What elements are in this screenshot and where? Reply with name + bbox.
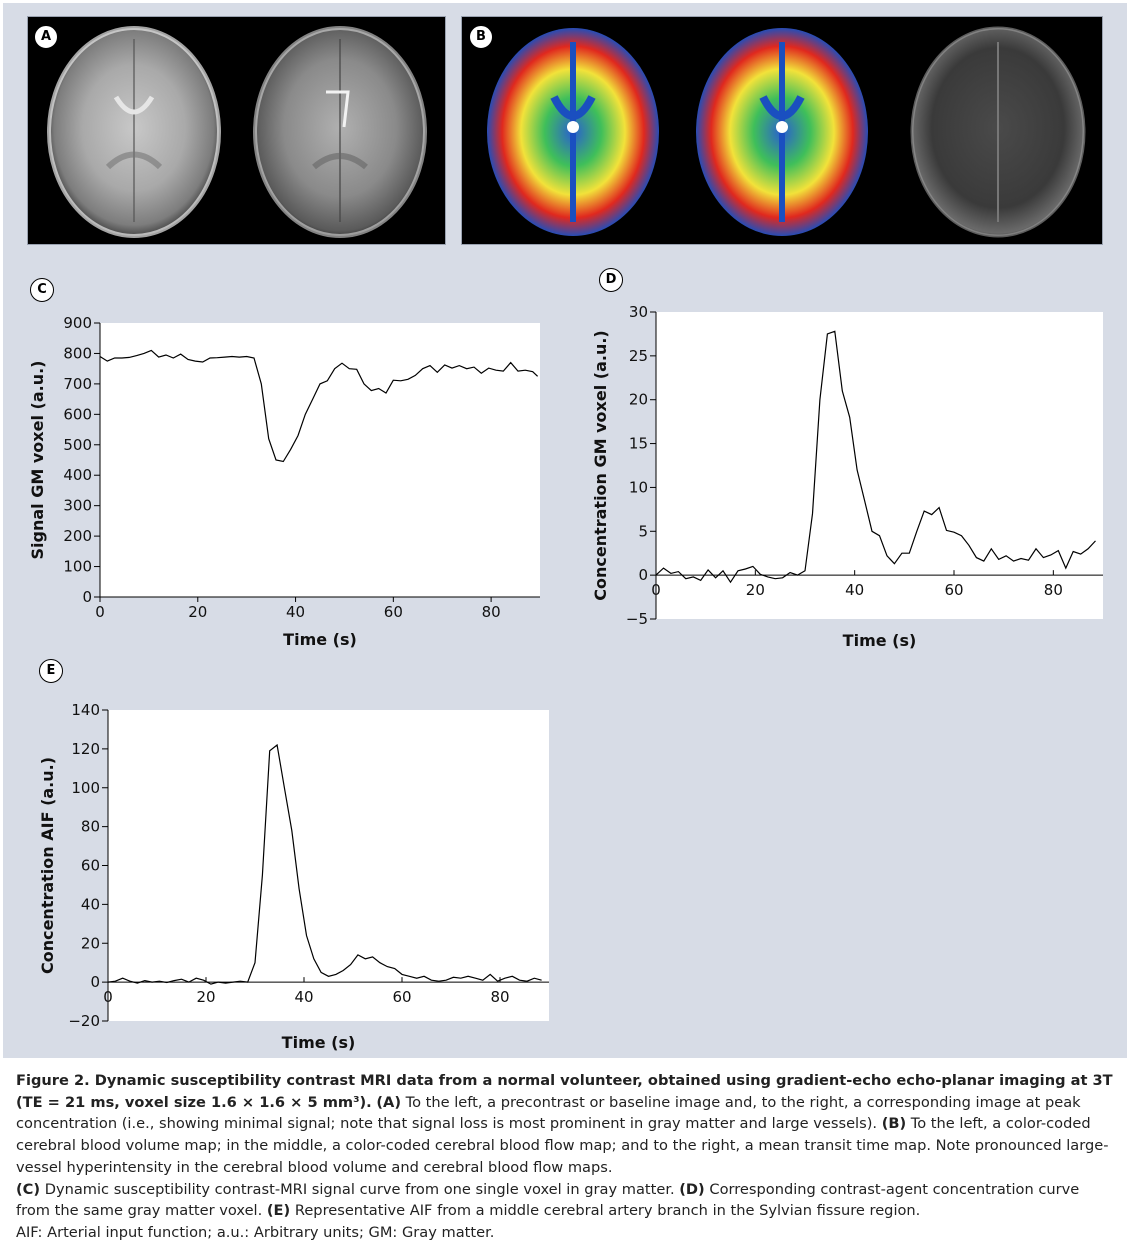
caption-a-text: To the left, a precontrast or baseline i… [16, 1093, 1081, 1133]
y-axis-title: Signal GM voxel (a.u.) [28, 361, 47, 560]
y-tick-label: 20 [81, 934, 100, 952]
y-tick-label: −20 [68, 1012, 100, 1030]
caption-c-text: Dynamic susceptibility contrast-MRI sign… [44, 1180, 675, 1198]
x-axis-title: Time (s) [282, 1033, 356, 1052]
caption-e-label: (E) [266, 1202, 291, 1220]
y-tick-label: 0 [82, 588, 92, 606]
series-line-e [107, 743, 542, 985]
y-tick-label: 25 [629, 347, 648, 365]
y-tick-label: −5 [626, 610, 648, 628]
x-tick-label: 0 [651, 581, 661, 599]
y-tick-label: 100 [71, 779, 100, 797]
x-axis-title: Time (s) [283, 630, 357, 649]
y-axis-title: Concentration GM voxel (a.u.) [591, 330, 610, 601]
y-tick-label: 30 [629, 303, 648, 321]
x-tick-label: 20 [746, 581, 765, 599]
y-tick-label: 40 [81, 895, 100, 913]
y-tick-label: 20 [629, 391, 648, 409]
plot-area-e [108, 710, 549, 1021]
caption-b-label: (B) [881, 1115, 907, 1133]
chart-c: 0 100 200 300 400 500 600 700 800 900 0 20 40 60 80 Tim… [28, 314, 540, 649]
y-tick-label: 10 [629, 478, 648, 496]
panel-b-images [461, 16, 1103, 245]
series-line-d [655, 330, 1096, 584]
x-tick-label: 0 [103, 988, 113, 1006]
y-tick-label: 0 [638, 566, 648, 584]
y-tick-label: 120 [71, 740, 100, 758]
figure-caption: Figure 2. Dynamic susceptibility contras… [16, 1070, 1116, 1244]
y-tick-label: 140 [71, 701, 100, 719]
y-tick-label: 60 [81, 857, 100, 875]
x-tick-label: 60 [392, 988, 411, 1006]
x-tick-label: 40 [286, 603, 305, 621]
panel-d-label: D [599, 268, 623, 292]
caption-b-text: To the left, a color-coded cerebral bloo… [16, 1115, 1109, 1176]
caption-abbreviations: AIF: Arterial input function; a.u.: Arbi… [16, 1223, 495, 1241]
y-tick-label: 500 [63, 436, 92, 454]
caption-a-label: (A) [376, 1093, 402, 1111]
x-tick-label: 80 [1044, 581, 1063, 599]
panel-a-images [27, 16, 446, 245]
caption-title: Figure 2. Dynamic susceptibility contras… [16, 1072, 1113, 1111]
y-tick-label: 300 [63, 497, 92, 515]
x-tick-label: 40 [845, 581, 864, 599]
x-tick-label: 80 [482, 603, 501, 621]
y-tick-label: 400 [63, 466, 92, 484]
x-tick-label: 20 [188, 603, 207, 621]
plot-area-c [100, 323, 540, 597]
panel-b-label: B [469, 25, 493, 49]
panel-e-label: E [39, 659, 63, 683]
x-tick-label: 60 [384, 603, 403, 621]
y-tick-label: 800 [63, 344, 92, 362]
y-tick-label: 5 [638, 522, 648, 540]
x-axis-title: Time (s) [843, 631, 917, 650]
y-tick-label: 0 [90, 973, 100, 991]
x-tick-label: 0 [95, 603, 105, 621]
figure-panel: A [3, 3, 1127, 1058]
panel-b-perfusion-maps [487, 26, 1086, 238]
caption-d-text: Corresponding contrast-agent concentrati… [16, 1180, 1080, 1220]
y-tick-label: 15 [629, 435, 648, 453]
caption-e-text: Representative AIF from a middle cerebra… [294, 1202, 921, 1220]
y-tick-label: 900 [63, 314, 92, 332]
series-line-c [99, 349, 539, 463]
y-axis-title: Concentration AIF (a.u.) [38, 757, 57, 974]
plot-area-d [656, 312, 1103, 619]
y-tick-label: 80 [81, 818, 100, 836]
x-tick-label: 20 [196, 988, 215, 1006]
panel-c-label: C [30, 278, 54, 302]
x-tick-label: 60 [944, 581, 963, 599]
panel-a-label: A [34, 25, 58, 49]
caption-c-label: (C) [16, 1180, 41, 1198]
y-tick-label: 600 [63, 405, 92, 423]
y-tick-label: 100 [63, 558, 92, 576]
caption-d-label: (D) [679, 1180, 705, 1198]
panel-a-brain-scans [47, 26, 427, 238]
x-tick-label: 80 [490, 988, 509, 1006]
y-tick-label: 200 [63, 527, 92, 545]
x-tick-label: 40 [294, 988, 313, 1006]
y-tick-label: 700 [63, 375, 92, 393]
